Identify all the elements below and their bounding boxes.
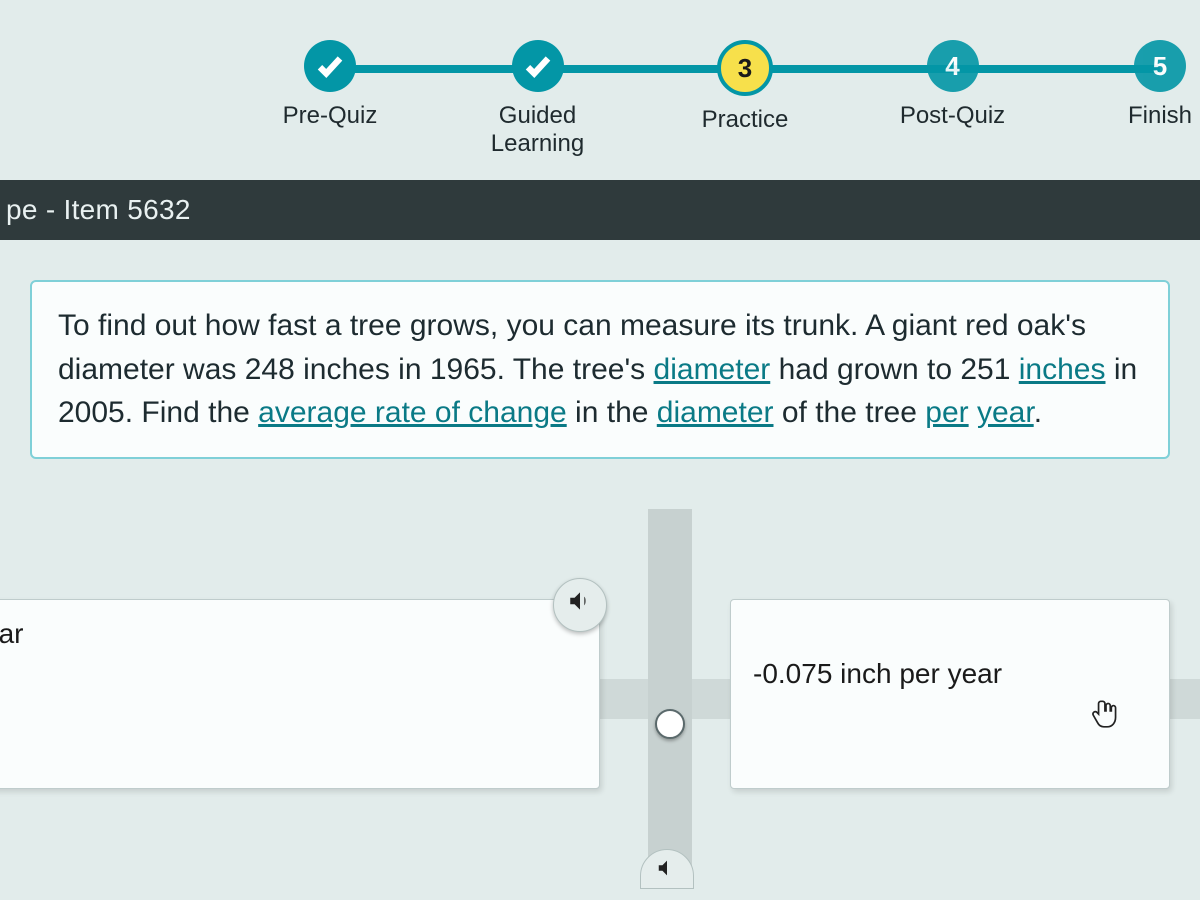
stepper-steps: Pre-Quiz Guided Learning 3 Practice 4 Po… (330, 40, 1160, 157)
step-number-icon: 3 (717, 40, 773, 96)
step-post-quiz[interactable]: 4 Post-Quiz (883, 40, 1023, 157)
glossary-link-diameter[interactable]: diameter (657, 396, 774, 429)
question-card: To find out how fast a tree grows, you c… (30, 280, 1170, 459)
speaker-icon (656, 857, 678, 884)
answer-radio[interactable] (655, 709, 685, 739)
question-text: of the tree (774, 396, 926, 429)
question-text: . (1034, 396, 1042, 429)
glossary-link-average-rate[interactable]: average rate of change (258, 396, 567, 429)
glossary-link-per[interactable]: per (925, 396, 968, 429)
step-label: Pre-Quiz (283, 102, 378, 130)
step-guided-learning[interactable]: Guided Learning (468, 40, 608, 157)
question-area: To find out how fast a tree grows, you c… (0, 240, 1200, 479)
answer-card-left[interactable]: ear (0, 599, 600, 789)
speaker-icon (567, 588, 593, 621)
pointer-cursor-icon (1089, 696, 1123, 730)
step-label: Guided Learning (491, 102, 584, 157)
glossary-link-inches[interactable]: inches (1019, 353, 1106, 386)
progress-stepper: Pre-Quiz Guided Learning 3 Practice 4 Po… (0, 0, 1200, 180)
step-pre-quiz[interactable]: Pre-Quiz (260, 40, 400, 157)
step-finish[interactable]: 5 Finish (1090, 40, 1200, 157)
glossary-link-year[interactable]: year (977, 396, 1034, 429)
step-number-icon: 4 (927, 40, 979, 92)
step-label: Post-Quiz (900, 102, 1005, 130)
step-label: Practice (702, 106, 789, 134)
question-text: had grown to 251 (770, 353, 1019, 386)
checkmark-icon (512, 40, 564, 92)
step-label: Finish (1128, 102, 1192, 130)
step-number-icon: 5 (1134, 40, 1186, 92)
checkmark-icon (304, 40, 356, 92)
divider-vertical (648, 509, 692, 889)
item-title-text: pe - Item 5632 (6, 194, 191, 225)
question-text (969, 396, 977, 429)
answer-text: -0.075 inch per year (753, 658, 1002, 690)
glossary-link-diameter[interactable]: diameter (654, 353, 771, 386)
step-practice[interactable]: 3 Practice (675, 40, 815, 157)
answer-card-right[interactable]: -0.075 inch per year (730, 599, 1170, 789)
audio-button[interactable] (553, 578, 607, 632)
item-title-bar: pe - Item 5632 (0, 180, 1200, 240)
question-text: in the (567, 396, 657, 429)
answer-band: ear -0.075 inch per year (0, 509, 1200, 889)
answer-text: ear (0, 618, 23, 650)
